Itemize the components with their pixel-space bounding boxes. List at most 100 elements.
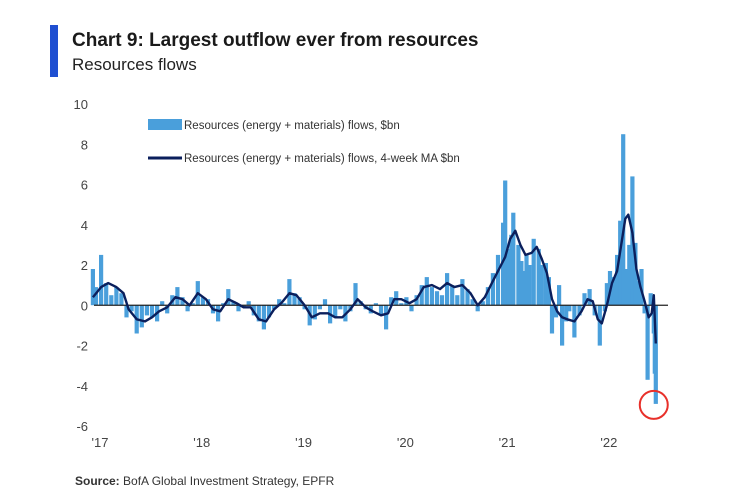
bar (322, 299, 328, 306)
bar (129, 305, 134, 312)
bar (445, 273, 450, 306)
bar (124, 305, 129, 318)
bar (277, 299, 282, 306)
bar (221, 303, 226, 306)
bar (642, 305, 647, 314)
bar (636, 281, 641, 306)
x-tick-label: '19 (295, 435, 312, 450)
y-tick-label: 6 (81, 178, 88, 193)
bar (353, 283, 358, 306)
bar (465, 289, 470, 306)
bar (624, 269, 629, 306)
bar (455, 295, 460, 306)
bar (633, 242, 638, 306)
bar (645, 305, 650, 380)
bar (560, 305, 565, 346)
highlight-circle (638, 389, 669, 420)
bar (231, 301, 236, 306)
legend-line-label: Resources (energy + materials) flows, 4-… (184, 153, 460, 165)
bar (200, 297, 205, 306)
bar (495, 254, 501, 306)
y-tick-label: 4 (81, 218, 88, 233)
y-tick-label: 8 (81, 137, 88, 152)
bar (480, 301, 485, 306)
y-tick-label: 0 (81, 298, 88, 313)
bar (470, 299, 475, 306)
bar (256, 305, 261, 322)
ma-line-series (91, 213, 657, 344)
bar (139, 305, 144, 328)
y-tick-label: -2 (76, 339, 88, 354)
bar (439, 295, 445, 306)
y-axis: 10 8 6 4 2 0 -2 -4 -6 (74, 97, 88, 434)
bar (292, 293, 297, 306)
bar (399, 303, 404, 306)
bar (160, 301, 165, 306)
bar (419, 285, 424, 306)
bar (564, 305, 569, 322)
bar (450, 285, 455, 306)
bar (429, 287, 434, 306)
bar (604, 283, 609, 306)
bar (297, 297, 302, 306)
bar (539, 265, 544, 306)
bar (536, 248, 541, 306)
x-axis: '17 '18 '19 '20 '21 '22 (92, 435, 618, 450)
bar (531, 238, 536, 306)
y-tick-label: 10 (74, 97, 88, 112)
bar (521, 271, 526, 306)
bar (226, 289, 231, 306)
chart-title: Chart 9: Largest outflow ever from resou… (72, 30, 479, 51)
bar (511, 212, 516, 306)
y-tick-label: -4 (76, 379, 88, 394)
bar (543, 263, 548, 306)
bar (333, 305, 338, 318)
bar (587, 289, 592, 306)
bar (409, 305, 414, 312)
bar (557, 285, 562, 306)
x-tick-label: '17 (92, 435, 109, 450)
bar (618, 220, 623, 306)
bar (527, 265, 532, 306)
bar (389, 297, 394, 306)
legend-bar-label: Resources (energy + materials) flows, $b… (184, 120, 400, 132)
bar (648, 293, 653, 306)
bar (246, 301, 251, 306)
bar (475, 305, 480, 312)
bar (338, 305, 343, 310)
bar (165, 305, 170, 314)
bar (99, 254, 104, 306)
source-note: Source: BofA Global Investment Strategy,… (75, 474, 334, 488)
bar (373, 303, 378, 306)
bar (109, 295, 114, 306)
bar (266, 305, 272, 318)
bar-series (90, 134, 658, 404)
bar (485, 287, 490, 306)
chart-subtitle: Resources flows (72, 55, 197, 74)
bar (503, 180, 508, 306)
bar (546, 277, 551, 306)
bar (506, 248, 511, 306)
bar (93, 287, 99, 306)
bar (216, 305, 221, 322)
x-tick-label: '20 (397, 435, 414, 450)
bar (621, 134, 626, 306)
y-tick-label: 2 (81, 258, 88, 273)
bar (549, 305, 555, 334)
x-tick-label: '18 (193, 435, 210, 450)
bar (175, 287, 180, 306)
bar (104, 283, 109, 306)
bar (627, 244, 632, 306)
bar (190, 303, 195, 306)
bar (582, 293, 587, 306)
x-tick-label: '21 (499, 435, 516, 450)
bar (180, 297, 185, 306)
legend: Resources (energy + materials) flows, $b… (148, 119, 460, 165)
bar (272, 305, 277, 310)
source-text: BofA Global Investment Strategy, EPFR (123, 474, 335, 488)
bar (312, 305, 317, 320)
bar (434, 291, 440, 306)
bar (653, 305, 658, 404)
bar (144, 305, 149, 316)
bar (524, 254, 529, 306)
